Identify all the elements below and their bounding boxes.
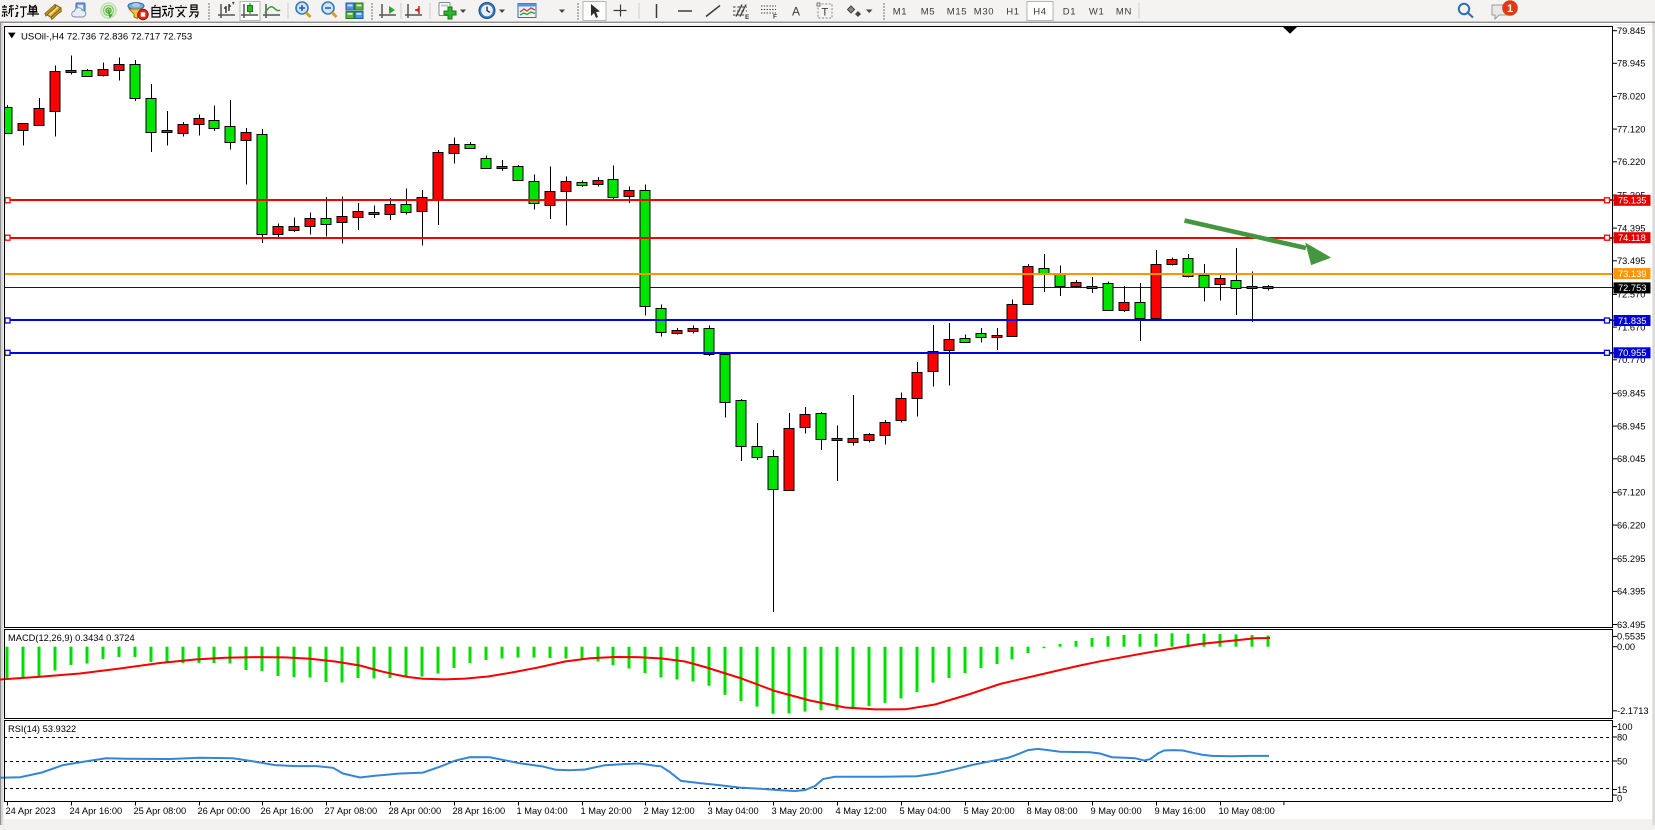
svg-text:72.753: 72.753 (1618, 283, 1646, 293)
svg-text:26 Apr 16:00: 26 Apr 16:00 (261, 806, 314, 816)
svg-text:2 May 12:00: 2 May 12:00 (644, 806, 695, 816)
svg-text:64.395: 64.395 (1617, 587, 1645, 597)
svg-text:3 May 04:00: 3 May 04:00 (708, 806, 759, 816)
svg-text:MN: MN (1116, 7, 1132, 18)
svg-text:77.120: 77.120 (1617, 124, 1645, 134)
svg-text:69.845: 69.845 (1617, 389, 1645, 399)
svg-text:73.139: 73.139 (1618, 269, 1646, 279)
svg-text:M30: M30 (974, 7, 995, 18)
svg-text:0: 0 (1617, 793, 1622, 803)
svg-text:63.495: 63.495 (1617, 620, 1645, 630)
svg-text:15: 15 (1617, 785, 1627, 795)
svg-text:9 May 16:00: 9 May 16:00 (1155, 806, 1206, 816)
svg-text:5 May 04:00: 5 May 04:00 (900, 806, 951, 816)
svg-text:10 May 08:00: 10 May 08:00 (1219, 806, 1275, 816)
svg-text:26 Apr 00:00: 26 Apr 00:00 (198, 806, 251, 816)
svg-text:24 Apr 2023: 24 Apr 2023 (6, 806, 56, 816)
svg-text:9 May 00:00: 9 May 00:00 (1091, 806, 1142, 816)
svg-text:28 Apr 00:00: 28 Apr 00:00 (389, 806, 442, 816)
svg-text:78.020: 78.020 (1617, 92, 1645, 102)
svg-text:0.00: 0.00 (1617, 642, 1635, 652)
svg-text:0.5535: 0.5535 (1617, 632, 1645, 642)
svg-text:71.835: 71.835 (1618, 316, 1646, 326)
svg-text:8 May 08:00: 8 May 08:00 (1027, 806, 1078, 816)
svg-text:74.118: 74.118 (1618, 233, 1646, 243)
svg-text:E: E (745, 14, 750, 21)
svg-text:25 Apr 08:00: 25 Apr 08:00 (134, 806, 187, 816)
svg-text:H1: H1 (1006, 7, 1020, 18)
svg-text:5 May 20:00: 5 May 20:00 (964, 806, 1015, 816)
svg-text:T: T (822, 7, 829, 19)
svg-text:50: 50 (1617, 756, 1627, 766)
svg-text:74.395: 74.395 (1617, 223, 1645, 233)
svg-text:RSI(14) 53.9322: RSI(14) 53.9322 (8, 724, 76, 734)
svg-text:78.945: 78.945 (1617, 59, 1645, 69)
svg-text:28 Apr 16:00: 28 Apr 16:00 (453, 806, 506, 816)
svg-text:4 May 12:00: 4 May 12:00 (836, 806, 887, 816)
svg-text:1: 1 (1507, 3, 1513, 15)
svg-text:1 May 20:00: 1 May 20:00 (581, 806, 632, 816)
svg-text:F: F (773, 14, 777, 21)
svg-text:M5: M5 (921, 7, 936, 18)
svg-text:1 May 04:00: 1 May 04:00 (517, 806, 568, 816)
svg-text:-2.1713: -2.1713 (1617, 706, 1649, 716)
svg-text:68.045: 68.045 (1617, 454, 1645, 464)
svg-text:3 May 20:00: 3 May 20:00 (772, 806, 823, 816)
svg-text:M15: M15 (947, 7, 968, 18)
svg-text:79.845: 79.845 (1617, 26, 1645, 36)
svg-text:M1: M1 (893, 7, 908, 18)
svg-text:71.670: 71.670 (1617, 322, 1645, 332)
svg-text:H4: H4 (1033, 7, 1047, 18)
svg-text:65.295: 65.295 (1617, 554, 1645, 564)
svg-text:73.495: 73.495 (1617, 256, 1645, 266)
svg-text:100: 100 (1617, 722, 1633, 732)
svg-text:80: 80 (1617, 732, 1627, 742)
svg-text:W1: W1 (1089, 7, 1105, 18)
svg-text:75.135: 75.135 (1618, 196, 1646, 206)
svg-text:MACD(12,26,9) 0.3434 0.3724: MACD(12,26,9) 0.3434 0.3724 (8, 633, 135, 643)
svg-text:66.220: 66.220 (1617, 520, 1645, 530)
svg-text:A: A (792, 5, 800, 19)
svg-text:D1: D1 (1063, 7, 1077, 18)
svg-text:67.120: 67.120 (1617, 488, 1645, 498)
svg-text:72.570: 72.570 (1617, 290, 1645, 300)
svg-text:24 Apr 16:00: 24 Apr 16:00 (70, 806, 123, 816)
svg-text:27 Apr 08:00: 27 Apr 08:00 (325, 806, 378, 816)
svg-text:68.945: 68.945 (1617, 421, 1645, 431)
svg-text:USOil-,H4 72.736 72.836 72.71: USOil-,H4 72.736 72.836 72.717 72.753 (21, 32, 192, 43)
svg-text:70.770: 70.770 (1617, 355, 1645, 365)
svg-text:76.220: 76.220 (1617, 157, 1645, 167)
svg-text:70.955: 70.955 (1618, 348, 1646, 358)
